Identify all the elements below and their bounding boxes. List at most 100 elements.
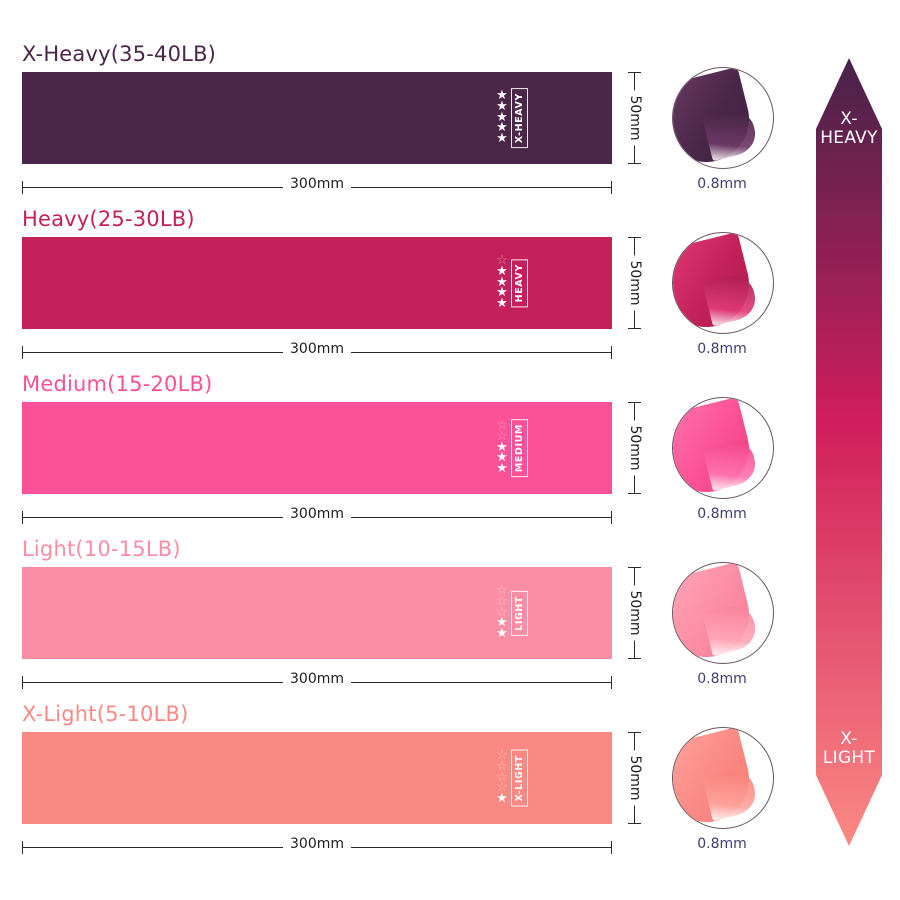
width-dimension-text: 300mm — [283, 176, 351, 192]
star-empty-icon: ☆ — [496, 583, 508, 599]
band-level-label: LIGHT — [510, 590, 528, 636]
arrow-top-label-line2: HEAVY — [820, 128, 878, 149]
dimension-cap — [628, 402, 641, 403]
thickness-detail-circle — [672, 397, 774, 499]
width-dimension-text: 300mm — [283, 836, 351, 852]
star-empty-icon: ☆ — [496, 604, 508, 620]
thickness-detail-circle — [672, 727, 774, 829]
height-dimension: 50mm — [625, 732, 645, 824]
height-dimension-text: 50mm — [627, 255, 643, 311]
dimension-cap — [611, 346, 612, 359]
star-rating: ☆ ★ ★ ★ ★ — [496, 255, 508, 311]
dimension-cap — [22, 181, 23, 194]
resistance-band: ☆ ☆ ☆ ★ ★ LIGHT — [22, 567, 612, 659]
resistance-band: ★ ★ ★ ★ ★ X-HEAVY — [22, 72, 612, 164]
thickness-detail-circle — [672, 67, 774, 169]
dimension-cap — [628, 567, 641, 568]
star-filled-icon: ★ — [496, 295, 508, 311]
star-filled-icon: ★ — [496, 264, 508, 280]
height-dimension-text: 50mm — [627, 90, 643, 146]
star-rating: ★ ★ ★ ★ ★ — [496, 88, 508, 146]
star-filled-icon: ★ — [496, 120, 508, 136]
star-empty-icon: ☆ — [496, 759, 508, 775]
thickness-inset: 0.8mm — [672, 397, 774, 522]
dimension-cap — [628, 658, 641, 659]
height-dimension-text: 50mm — [627, 420, 643, 476]
height-dimension: 50mm — [625, 72, 645, 164]
width-dimension-text: 300mm — [283, 506, 351, 522]
band-level-label: X-LIGHT — [510, 749, 528, 807]
star-empty-icon: ☆ — [496, 429, 508, 445]
thickness-detail-circle — [672, 232, 774, 334]
star-empty-icon: ☆ — [496, 748, 508, 764]
band-title: X-Light(5-10LB) — [22, 702, 189, 726]
thickness-label: 0.8mm — [697, 671, 747, 687]
band-level-label: MEDIUM — [510, 418, 528, 478]
star-empty-icon: ☆ — [496, 594, 508, 610]
band-title: X-Heavy(35-40LB) — [22, 42, 217, 66]
star-filled-icon: ★ — [496, 460, 508, 476]
star-filled-icon: ★ — [496, 285, 508, 301]
dimension-cap — [611, 181, 612, 194]
band-print-mark: ☆ ☆ ★ ★ ★ MEDIUM — [477, 402, 547, 494]
height-dimension: 50mm — [625, 567, 645, 659]
star-filled-icon: ★ — [496, 99, 508, 115]
thickness-inset: 0.8mm — [672, 562, 774, 687]
dimension-cap — [611, 676, 612, 689]
star-filled-icon: ★ — [496, 274, 508, 290]
band-print-mark: ☆ ★ ★ ★ ★ HEAVY — [477, 237, 547, 329]
dimension-cap — [22, 346, 23, 359]
star-rating: ☆ ☆ ★ ★ ★ — [496, 418, 508, 476]
dimension-cap — [611, 841, 612, 854]
star-filled-icon: ★ — [496, 615, 508, 631]
dimension-cap — [628, 732, 641, 733]
resistance-band: ☆ ★ ★ ★ ★ HEAVY — [22, 237, 612, 329]
width-dimension: 300mm — [22, 836, 612, 856]
star-filled-icon: ★ — [496, 130, 508, 146]
width-dimension-text: 300mm — [283, 341, 351, 357]
dimension-cap — [611, 511, 612, 524]
star-empty-icon: ☆ — [496, 769, 508, 785]
dimension-cap — [628, 493, 641, 494]
height-dimension-text: 50mm — [627, 750, 643, 806]
band-level-label: HEAVY — [510, 258, 528, 308]
band-print-mark: ★ ★ ★ ★ ★ X-HEAVY — [477, 72, 547, 164]
width-dimension: 300mm — [22, 341, 612, 361]
dimension-cap — [628, 237, 641, 238]
width-dimension-text: 300mm — [283, 671, 351, 687]
band-level-label: X-HEAVY — [510, 87, 528, 149]
band-title: Medium(15-20LB) — [22, 372, 213, 396]
star-filled-icon: ★ — [496, 790, 508, 806]
star-rating: ☆ ☆ ☆ ☆ ★ — [496, 748, 508, 806]
star-empty-icon: ☆ — [496, 418, 508, 434]
arrow-body — [816, 58, 882, 846]
thickness-label: 0.8mm — [697, 506, 747, 522]
dimension-cap — [22, 841, 23, 854]
thickness-inset: 0.8mm — [672, 67, 774, 192]
star-filled-icon: ★ — [496, 109, 508, 125]
height-dimension-text: 50mm — [627, 585, 643, 641]
dimension-cap — [22, 676, 23, 689]
thickness-inset: 0.8mm — [672, 727, 774, 852]
arrow-bottom-label-line1: X- — [840, 728, 858, 749]
dimension-cap — [628, 163, 641, 164]
star-filled-icon: ★ — [496, 450, 508, 466]
star-rating: ☆ ☆ ☆ ★ ★ — [496, 583, 508, 640]
thickness-label: 0.8mm — [697, 176, 747, 192]
thickness-label: 0.8mm — [697, 836, 747, 852]
arrow-bottom-label: X- LIGHT — [816, 728, 882, 768]
height-dimension: 50mm — [625, 237, 645, 329]
band-print-mark: ☆ ☆ ☆ ☆ ★ X-LIGHT — [477, 732, 547, 824]
dimension-cap — [628, 328, 641, 329]
thickness-detail-circle — [672, 562, 774, 664]
star-filled-icon: ★ — [496, 88, 508, 104]
resistance-band: ☆ ☆ ☆ ☆ ★ X-LIGHT — [22, 732, 612, 824]
band-title: Heavy(25-30LB) — [22, 207, 195, 231]
arrow-bottom-label-line2: LIGHT — [822, 747, 876, 768]
band-title: Light(10-15LB) — [22, 537, 181, 561]
width-dimension: 300mm — [22, 176, 612, 196]
band-print-mark: ☆ ☆ ☆ ★ ★ LIGHT — [477, 567, 547, 659]
resistance-band: ☆ ☆ ★ ★ ★ MEDIUM — [22, 402, 612, 494]
star-empty-icon: ☆ — [496, 780, 508, 796]
